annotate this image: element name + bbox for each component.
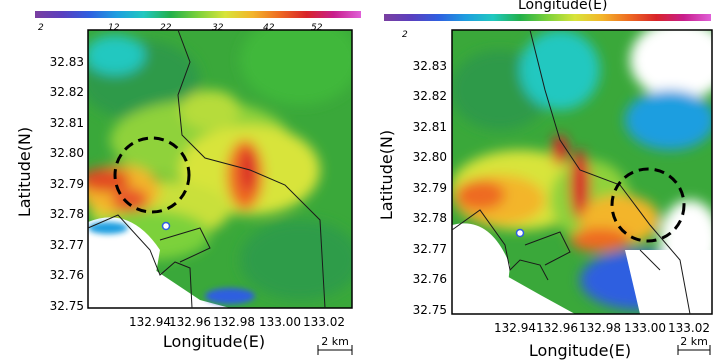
x-tick-label: 132.94 [129,315,171,329]
right-plot-frame [451,29,713,315]
y-tick-label: 32.75 [50,299,84,313]
right-radar-site-marker [515,228,525,238]
y-tick-label: 32.78 [50,207,84,221]
y-tick-label: 32.83 [50,55,84,69]
left-scale-bar-label: 2 km [321,335,349,348]
y-tick-label: 32.76 [50,268,84,282]
left-plot-frame [87,29,353,309]
x-tick-label: 133.02 [303,315,345,329]
colorbar-tick-label: 42 [263,23,275,33]
x-tick-label: 132.94 [494,321,536,335]
y-tick-label: 32.78 [413,211,447,225]
left-radar-site-marker [161,221,171,231]
right-ylabel: Latitude(N) [377,130,396,220]
colorbar-tick-label: 22 [160,23,172,33]
y-tick-label: 32.81 [50,116,84,130]
x-tick-label: 133.00 [259,315,301,329]
left-ylabel: Latitude(N) [15,127,34,217]
left-boundary-lines [87,29,326,309]
right-xlabel: Longitude(E) [529,341,631,360]
y-tick-label: 32.82 [413,89,447,103]
x-tick-label: 133.02 [668,321,710,335]
x-tick-label: 132.98 [579,321,621,335]
left-scale-bar: 2 km [317,335,353,355]
y-tick-label: 32.76 [413,272,447,286]
right-panel: 2 12 22 32 42 52 [377,14,713,360]
right-radar-field [452,30,712,314]
y-tick-label: 32.80 [413,150,447,164]
y-tick-label: 32.79 [413,181,447,195]
y-tick-label: 32.80 [50,146,84,160]
right-scale-bar: 2 km [677,335,711,355]
left-panel: 2 12 22 32 42 52 [15,11,361,355]
right-scale-bar-label: 2 km [680,335,708,348]
colorbar-tick-label: 32 [212,23,224,33]
right-x-tick-labels: 132.94 132.96 132.98 133.00 133.02 [494,321,710,335]
left-xlabel: Longitude(E) [163,332,265,351]
left-y-tick-labels: 32.83 32.82 32.81 32.80 32.79 32.78 32.7… [50,55,84,313]
y-tick-label: 32.81 [413,120,447,134]
right-colorbar [384,14,711,21]
colorbar-tick-label: 2 [402,30,408,40]
top-right-caption: Longitude(E) [518,0,607,13]
y-tick-label: 32.79 [50,177,84,191]
y-tick-label: 32.83 [413,59,447,73]
x-tick-label: 132.98 [213,315,255,329]
y-tick-label: 32.82 [50,85,84,99]
colorbar-tick-label: 52 [311,23,323,33]
right-highlight-circle [610,167,686,243]
left-colorbar-ticks: 2 12 22 32 42 52 [38,23,323,33]
colorbar-tick-label: 12 [108,23,120,33]
y-tick-label: 32.75 [413,303,447,317]
right-y-tick-labels: 32.83 32.82 32.81 32.80 32.79 32.78 32.7… [413,59,447,317]
left-x-tick-labels: 132.94 132.96 132.98 133.00 133.02 [129,315,345,329]
colorbar-tick-label: 2 [38,23,44,33]
left-highlight-circle [113,136,191,214]
x-tick-label: 132.96 [536,321,578,335]
left-colorbar [35,11,361,18]
y-tick-label: 32.77 [50,238,84,252]
right-boundary-lines [451,29,691,315]
x-tick-label: 133.00 [624,321,666,335]
x-tick-label: 132.96 [169,315,211,329]
y-tick-label: 32.77 [413,242,447,256]
